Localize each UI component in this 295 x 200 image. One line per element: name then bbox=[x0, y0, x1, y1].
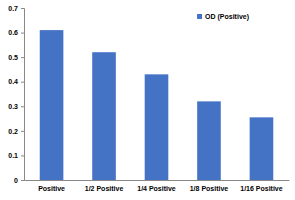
y-tick: 0 bbox=[14, 177, 24, 184]
x-tick-label: 1/16 Positive bbox=[240, 185, 283, 192]
y-tick-mark bbox=[21, 8, 24, 9]
y-tick-mark bbox=[21, 155, 24, 156]
y-tick-label: 0 bbox=[14, 177, 18, 184]
legend-swatch bbox=[197, 14, 202, 19]
bar bbox=[197, 101, 221, 180]
x-tick: 1/2 Positive bbox=[85, 180, 124, 192]
y-tick: 0.2 bbox=[8, 128, 24, 135]
y-tick-mark bbox=[21, 82, 24, 83]
x-tick-label: 1/8 Positive bbox=[190, 185, 229, 192]
y-tick: 0.4 bbox=[8, 78, 24, 85]
bar bbox=[250, 117, 274, 180]
x-tick-label: Positive bbox=[38, 185, 65, 192]
y-tick: 0.3 bbox=[8, 103, 24, 110]
y-tick: 0.7 bbox=[8, 5, 24, 12]
bar bbox=[92, 52, 116, 180]
y-axis: 0 0.1 0.2 0.3 0.4 0.5 0.6 0.7 bbox=[8, 5, 24, 184]
bars bbox=[40, 30, 274, 180]
y-tick-label: 0.7 bbox=[8, 5, 18, 12]
y-tick-mark bbox=[21, 106, 24, 107]
y-tick-mark bbox=[21, 131, 24, 132]
x-tick-label: 1/4 Positive bbox=[137, 185, 176, 192]
y-tick: 0.1 bbox=[8, 152, 24, 159]
y-axis-line bbox=[21, 9, 25, 181]
x-tick: 1/8 Positive bbox=[190, 180, 229, 192]
x-axis-line bbox=[25, 180, 290, 181]
chart: 0 0.1 0.2 0.3 0.4 0.5 0.6 0.7 Positive 1/2 Positi… bbox=[0, 0, 295, 200]
y-tick-mark bbox=[21, 57, 24, 58]
bar bbox=[40, 30, 64, 180]
legend: OD (Positive) bbox=[197, 13, 249, 21]
y-tick-label: 0.1 bbox=[8, 152, 18, 159]
x-axis: Positive 1/2 Positive 1/4 Positive 1/8 Posi… bbox=[25, 180, 290, 192]
plot: 0 0.1 0.2 0.3 0.4 0.5 0.6 0.7 Positive 1/2 Positi… bbox=[8, 5, 289, 192]
y-tick-label: 0.4 bbox=[8, 78, 18, 85]
y-tick-label: 0.6 bbox=[8, 29, 18, 36]
y-tick: 0.6 bbox=[8, 29, 24, 36]
y-tick-mark bbox=[21, 180, 24, 181]
legend-item: OD (Positive) bbox=[197, 13, 249, 21]
x-tick-label: 1/2 Positive bbox=[85, 185, 124, 192]
y-tick: 0.5 bbox=[8, 54, 24, 61]
bar bbox=[145, 74, 169, 180]
x-tick: 1/4 Positive bbox=[137, 180, 176, 192]
y-tick-label: 0.3 bbox=[8, 103, 18, 110]
y-tick-label: 0.2 bbox=[8, 128, 18, 135]
legend-label: OD (Positive) bbox=[205, 13, 249, 21]
y-tick-label: 0.5 bbox=[8, 54, 18, 61]
x-tick: 1/16 Positive bbox=[240, 180, 283, 192]
y-tick-mark bbox=[21, 33, 24, 34]
x-tick: Positive bbox=[38, 180, 65, 192]
